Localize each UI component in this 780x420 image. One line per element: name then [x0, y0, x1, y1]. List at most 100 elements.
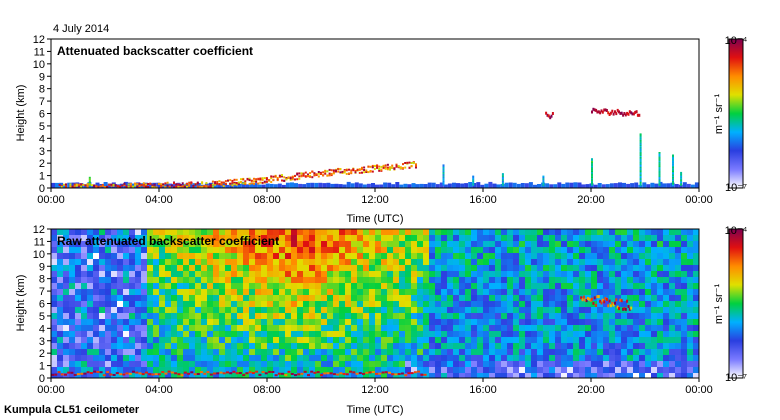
heatmap-cell [663, 349, 669, 355]
heatmap-cell [88, 184, 91, 186]
heatmap-cell [200, 371, 203, 374]
heatmap-cell [369, 235, 375, 241]
heatmap-cell [321, 361, 327, 367]
heatmap-cell [87, 337, 93, 343]
heatmap-cell [477, 343, 483, 349]
heatmap-cell [417, 271, 423, 277]
heatmap-cell [375, 349, 381, 355]
heatmap-cell [545, 183, 550, 188]
heatmap-cell [435, 241, 441, 247]
heatmap-cell [375, 307, 381, 313]
heatmap-cell [327, 307, 333, 313]
x-tick-label: 16:00 [469, 384, 497, 396]
top-colorbar-unit: m⁻¹ sr⁻¹ [713, 94, 725, 135]
heatmap-cell [141, 373, 147, 378]
heatmap-cell [165, 373, 171, 378]
heatmap-cell [675, 355, 681, 361]
heatmap-cell [381, 349, 387, 355]
heatmap-cell [597, 183, 602, 188]
heatmap-cell [183, 289, 189, 295]
heatmap-cell [291, 235, 297, 241]
heatmap-cell [277, 372, 281, 375]
heatmap-cell [381, 301, 387, 307]
heatmap-cell [93, 337, 99, 343]
heatmap-cell [672, 178, 674, 180]
heatmap-cell [345, 355, 351, 361]
heatmap-cell [525, 331, 531, 337]
heatmap-cell [435, 343, 441, 349]
heatmap-cell [591, 313, 597, 319]
heatmap-cell [243, 241, 249, 247]
heatmap-cell [657, 337, 663, 343]
heatmap-cell [429, 319, 435, 325]
heatmap-cell [687, 343, 693, 349]
heatmap-cell [99, 337, 105, 343]
heatmap-cell [680, 175, 683, 178]
heatmap-cell [93, 367, 99, 373]
heatmap-cell [291, 289, 297, 295]
heatmap-cell [543, 337, 549, 343]
heatmap-cell [542, 180, 545, 183]
heatmap-cell [519, 241, 525, 247]
heatmap-cell [177, 349, 183, 355]
heatmap-cell [573, 367, 579, 373]
heatmap-cell [639, 265, 645, 271]
heatmap-cell [315, 349, 321, 355]
heatmap-cell [627, 271, 633, 277]
heatmap-cell [621, 253, 627, 259]
heatmap-cell [135, 337, 141, 343]
heatmap-cell [358, 372, 362, 375]
heatmap-cell [408, 161, 411, 164]
heatmap-cell [93, 283, 99, 289]
heatmap-cell [51, 277, 57, 283]
heatmap-cell [69, 301, 75, 307]
heatmap-cell [291, 283, 297, 289]
heatmap-cell [129, 319, 135, 325]
y-tick-label: 1 [39, 361, 45, 373]
heatmap-cell [207, 265, 213, 271]
heatmap-cell [99, 271, 105, 277]
heatmap-cell [447, 331, 453, 337]
heatmap-cell [464, 183, 469, 188]
heatmap-cell [399, 247, 405, 253]
heatmap-cell [51, 355, 57, 361]
heatmap-cell [57, 371, 61, 374]
heatmap-cell [142, 182, 145, 185]
heatmap-cell [501, 349, 507, 355]
heatmap-cell [597, 355, 603, 361]
heatmap-cell [471, 355, 477, 361]
heatmap-cell [135, 289, 141, 295]
heatmap-cell [459, 343, 465, 349]
heatmap-cell [657, 331, 663, 337]
heatmap-cell [231, 331, 237, 337]
heatmap-cell [65, 183, 67, 186]
heatmap-cell [315, 307, 321, 313]
heatmap-cell [634, 182, 639, 188]
heatmap-cell [453, 229, 459, 235]
heatmap-cell [561, 277, 567, 283]
heatmap-cell [507, 331, 513, 337]
heatmap-cell [603, 319, 609, 325]
heatmap-cell [357, 235, 363, 241]
heatmap-cell [435, 253, 441, 259]
heatmap-cell [453, 367, 459, 373]
heatmap-cell [387, 337, 393, 343]
heatmap-cell [138, 185, 141, 187]
heatmap-cell [531, 229, 537, 235]
heatmap-cell [627, 367, 633, 373]
heatmap-cell [211, 186, 214, 188]
heatmap-cell [231, 277, 237, 283]
heatmap-cell [219, 349, 225, 355]
heatmap-cell [134, 184, 137, 187]
heatmap-cell [633, 367, 639, 373]
heatmap-cell [555, 271, 561, 277]
heatmap-cell [627, 277, 633, 283]
heatmap-cell [345, 331, 351, 337]
heatmap-cell [675, 319, 681, 325]
heatmap-cell [639, 154, 642, 156]
heatmap-cell [375, 367, 381, 373]
heatmap-cell [672, 173, 674, 175]
heatmap-cell [417, 235, 423, 241]
heatmap-cell [99, 373, 105, 378]
heatmap-cell [616, 305, 619, 309]
